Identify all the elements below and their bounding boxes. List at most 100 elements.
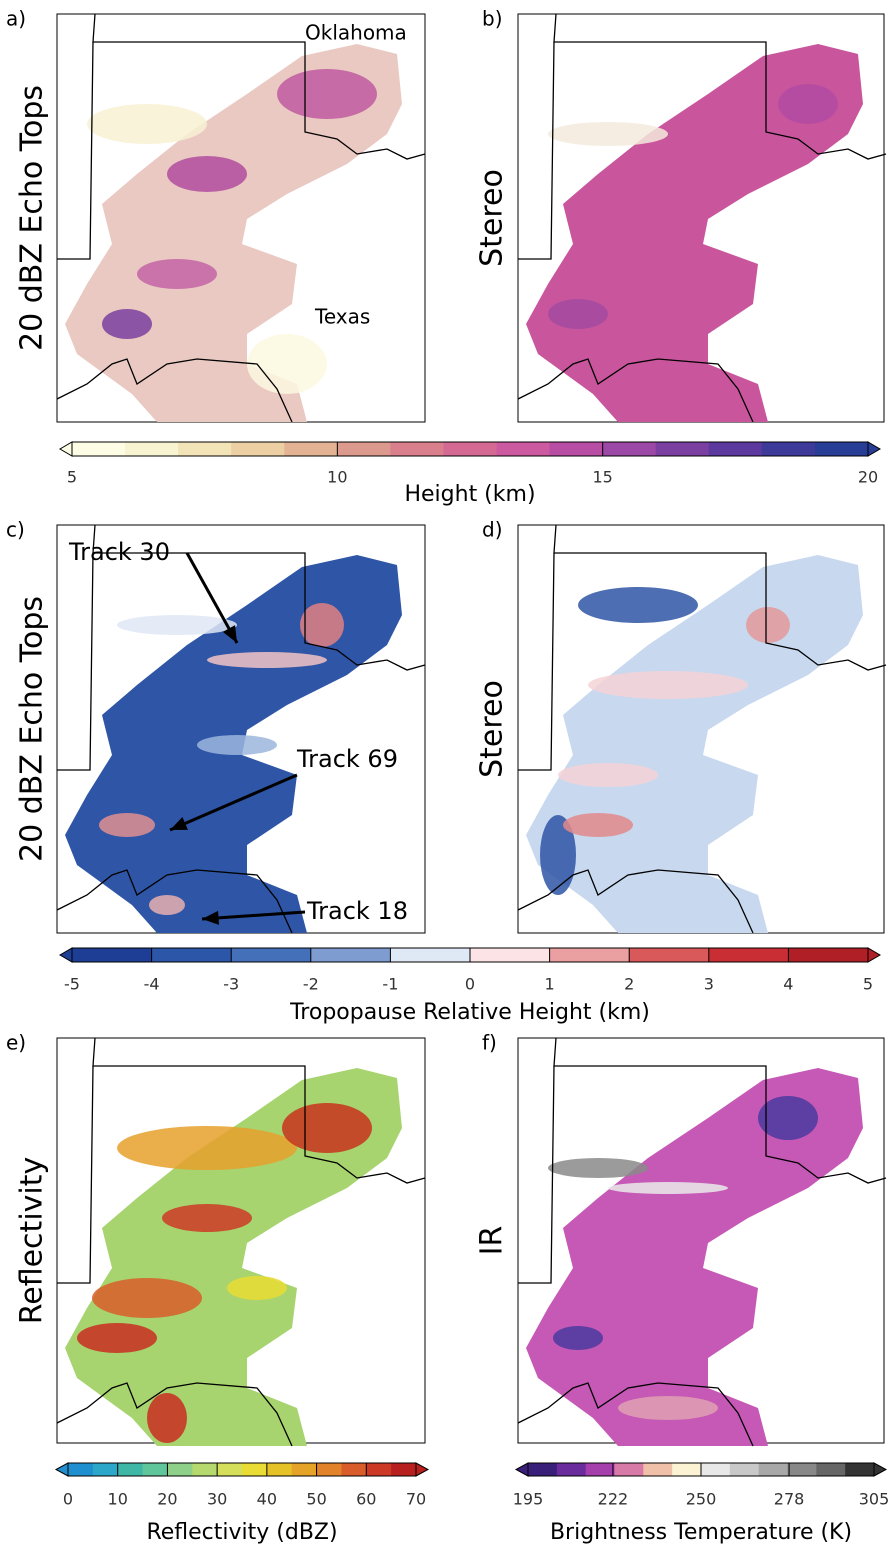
y-axis-label: 20 dBZ Echo Tops <box>15 596 50 862</box>
colorbar-segment <box>316 1463 342 1476</box>
colorbar-segment <box>549 442 604 456</box>
y-axis-label: Stereo <box>475 680 510 778</box>
state-border <box>517 869 754 934</box>
colorbar-end <box>514 1462 529 1477</box>
arrow-head <box>202 910 220 925</box>
colorbar-segment <box>528 1463 558 1476</box>
storm-patch <box>162 1204 252 1232</box>
storm-patch <box>277 69 377 119</box>
track-label: Track 30 <box>68 538 170 566</box>
colorbar-tick-label: 305 <box>859 1490 890 1509</box>
colorbar-segment <box>549 948 630 962</box>
colorbar-tick-label: 222 <box>598 1490 629 1509</box>
state-border <box>517 1382 754 1447</box>
colorbar-segment <box>92 1463 119 1476</box>
storm-patch <box>92 1278 202 1318</box>
colorbar-segment <box>585 1463 615 1476</box>
state-label: Oklahoma <box>305 21 407 45</box>
state-border <box>518 552 555 771</box>
colorbar-segment <box>125 442 179 456</box>
map-panel: Oklahoma Texas <box>56 13 426 423</box>
colorbar-segment <box>192 1463 218 1476</box>
state-border <box>517 358 754 423</box>
arrow-shaft <box>201 910 306 921</box>
storm-patch <box>540 815 576 895</box>
storm-patch <box>137 259 217 289</box>
colorbar-segment <box>672 1463 702 1476</box>
colorbar-segment <box>816 1463 846 1476</box>
colorbar-segment <box>366 1463 392 1476</box>
y-axis-label: IR <box>475 1226 510 1256</box>
map-panel <box>517 1037 887 1447</box>
storm-patch <box>247 334 327 394</box>
colorbar-segment <box>701 1463 731 1476</box>
colorbar-label: Brightness Temperature (K) <box>550 1520 852 1545</box>
colorbar-tick-label: 40 <box>257 1490 277 1509</box>
storm-patch <box>167 156 247 192</box>
colorbar-segment <box>291 1463 318 1476</box>
state-border <box>92 13 426 160</box>
storm-patch <box>227 1276 287 1300</box>
colorbar-tick-label: 250 <box>686 1490 717 1509</box>
state-border <box>553 1037 887 1184</box>
colorbar-tick-label: 0 <box>63 1490 73 1509</box>
storm-patch <box>117 1126 297 1170</box>
colorbar-segment <box>787 1463 817 1476</box>
colorbar-segment <box>761 442 816 456</box>
colorbar-segment <box>167 1463 193 1476</box>
colorbar-tick-label: 60 <box>356 1490 376 1509</box>
colorbar-label: Height (km) <box>404 482 535 507</box>
storm-patch <box>558 763 658 787</box>
storm-patch <box>548 1158 648 1178</box>
colorbar-end <box>59 947 73 963</box>
y-axis-label: 20 dBZ Echo Tops <box>15 85 50 351</box>
state-border <box>56 1382 293 1447</box>
colorbar-segment <box>310 948 391 962</box>
state-border <box>518 41 555 260</box>
state-border <box>56 358 293 423</box>
colorbar-segment <box>284 442 338 456</box>
storm-patch <box>553 1326 603 1350</box>
storm-patch <box>758 1096 818 1140</box>
storm-patch <box>149 895 185 915</box>
state-label: Texas <box>314 305 370 329</box>
colorbar-tick-label: 30 <box>207 1490 227 1509</box>
colorbar-segment <box>788 948 869 962</box>
state-border <box>57 552 94 771</box>
colorbar-segment <box>470 948 551 962</box>
colorbar-end <box>867 441 881 457</box>
storm-patch <box>578 587 698 623</box>
state-border <box>57 1065 94 1284</box>
state-border <box>553 524 887 671</box>
storm-patch <box>77 1323 157 1353</box>
colorbar-segment <box>390 948 471 962</box>
colorbar-tick-label: 5 <box>67 468 77 487</box>
colorbar-segment <box>443 442 498 456</box>
track-label: Track 18 <box>306 897 408 925</box>
storm-patch <box>117 615 237 635</box>
colorbar-tick-label: 15 <box>592 468 612 487</box>
colorbar-segment <box>496 442 551 456</box>
colorbar-segment <box>72 442 126 456</box>
colorbar-segment <box>231 948 312 962</box>
colorbar-tick-label: 70 <box>406 1490 426 1509</box>
panel-letter: b) <box>482 7 503 31</box>
colorbar-segment <box>178 442 232 456</box>
map-panel <box>517 524 887 934</box>
storm-area <box>526 1068 863 1446</box>
state-border <box>56 869 293 934</box>
colorbar-tick-label: 0 <box>465 975 475 994</box>
colorbar-tick-label: -4 <box>144 975 160 994</box>
arrow-head <box>222 625 237 643</box>
storm-patch <box>563 813 633 837</box>
colorbar-tick-label: 1 <box>545 975 555 994</box>
colorbar-segment <box>337 442 391 456</box>
map-panel <box>56 1037 426 1447</box>
state-border <box>57 41 94 260</box>
storm-patch <box>778 84 838 124</box>
colorbar-segment <box>390 442 444 456</box>
colorbar-segment <box>845 1463 875 1476</box>
map-panel <box>517 13 887 423</box>
